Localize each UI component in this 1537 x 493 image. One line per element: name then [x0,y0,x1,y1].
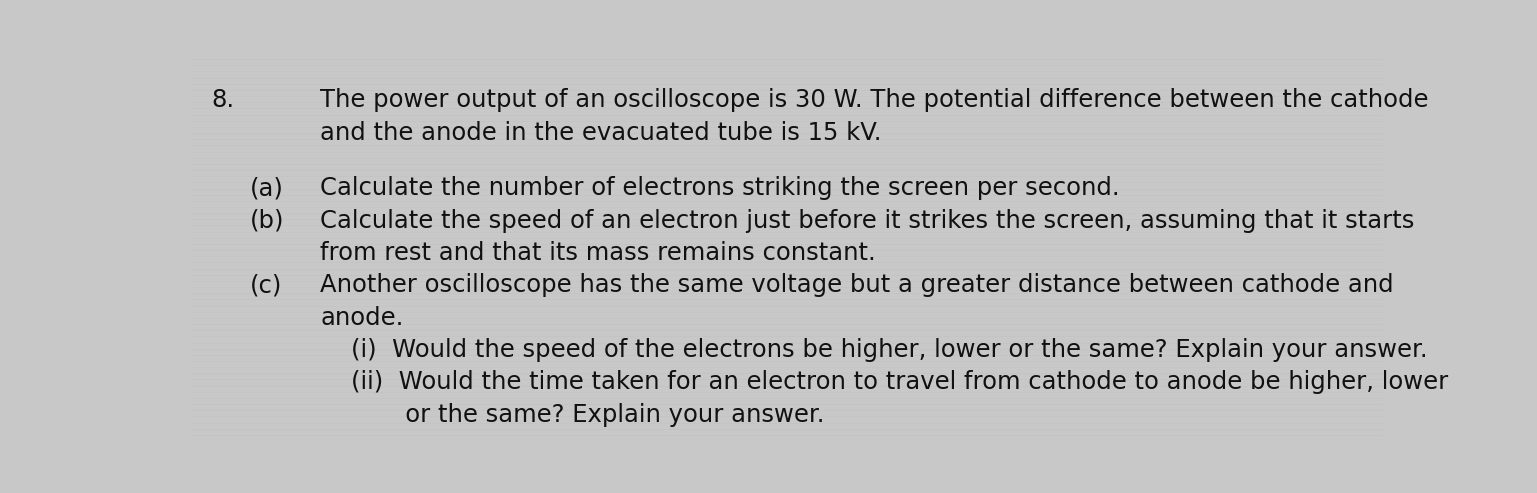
Text: from rest and that its mass remains constant.: from rest and that its mass remains cons… [320,241,876,265]
Text: (b): (b) [251,209,284,233]
Text: Calculate the speed of an electron just before it strikes the screen, assuming t: Calculate the speed of an electron just … [320,209,1414,233]
Text: (a): (a) [251,176,284,200]
Text: anode.: anode. [320,306,403,329]
Text: or the same? Explain your answer.: or the same? Explain your answer. [320,403,824,426]
Text: Calculate the number of electrons striking the screen per second.: Calculate the number of electrons striki… [320,176,1119,200]
Text: 8.: 8. [212,88,235,112]
Text: Another oscilloscope has the same voltage but a greater distance between cathode: Another oscilloscope has the same voltag… [320,273,1394,297]
Text: and the anode in the evacuated tube is 15 kV.: and the anode in the evacuated tube is 1… [320,121,882,145]
Text: (ii)  Would the time taken for an electron to travel from cathode to anode be hi: (ii) Would the time taken for an electro… [320,370,1448,394]
Text: (i)  Would the speed of the electrons be higher, lower or the same? Explain your: (i) Would the speed of the electrons be … [320,338,1428,362]
Text: The power output of an oscilloscope is 30 W. The potential difference between th: The power output of an oscilloscope is 3… [320,88,1428,112]
Text: (c): (c) [251,273,283,297]
